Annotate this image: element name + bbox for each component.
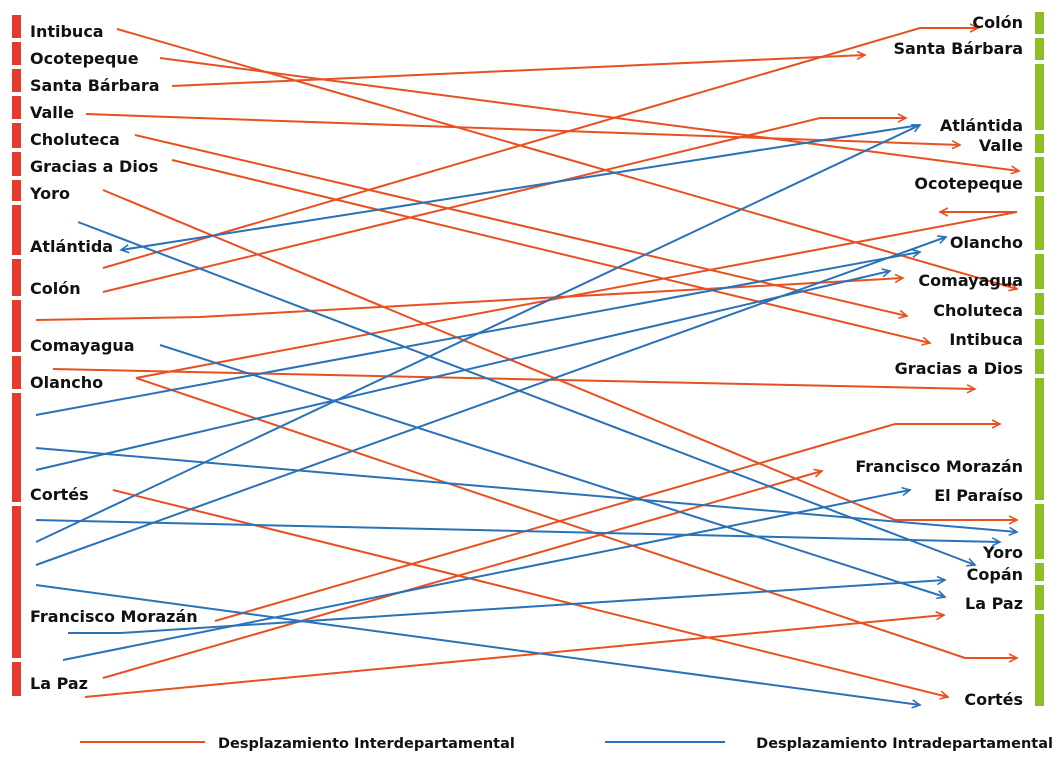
- left-label-cortes: Cortés: [30, 485, 89, 504]
- flow-intra-23: [35, 519, 1000, 542]
- left-bars: [12, 15, 21, 696]
- right-label-atlantida: Atlántida: [940, 116, 1023, 135]
- right-label-cortes: Cortés: [964, 690, 1023, 709]
- left-label-yoro: Yoro: [29, 184, 70, 203]
- right-label-choluteca: Choluteca: [933, 301, 1023, 320]
- flow-intra-27: [68, 580, 945, 634]
- flow-inter-2: [171, 55, 865, 87]
- left-labels: Intibuca Ocotepeque Santa Bárbara Valle …: [29, 22, 198, 693]
- flow-inter-5: [171, 159, 930, 343]
- left-label-gracias-a-dios: Gracias a Dios: [30, 157, 158, 176]
- left-label-la-paz: La Paz: [30, 674, 88, 693]
- right-label-francisco-morazan: Francisco Morazán: [855, 457, 1023, 476]
- left-label-valle: Valle: [30, 103, 74, 122]
- flow-intra-26: [35, 584, 920, 705]
- right-label-olancho: Olancho: [950, 233, 1023, 252]
- right-label-comayagua: Comayagua: [918, 271, 1023, 290]
- left-label-colon: Colón: [30, 279, 81, 298]
- flow-inter-7: [102, 28, 978, 269]
- left-label-atlantida: Atlántida: [30, 237, 113, 256]
- left-label-francisco-morazan: Francisco Morazán: [30, 607, 198, 626]
- right-label-colon: Colón: [972, 13, 1023, 32]
- flow-inter-10: [135, 212, 1018, 379]
- flow-intra-18: [121, 124, 921, 250]
- flow-intra-22: [35, 271, 890, 471]
- flow-inter-8: [102, 118, 906, 293]
- flow-inter-1: [159, 57, 1019, 171]
- right-label-gracias-a-dios: Gracias a Dios: [895, 359, 1023, 378]
- left-label-olancho: Olancho: [30, 373, 103, 392]
- right-bars: [1035, 12, 1044, 706]
- right-label-intibuca: Intibuca: [949, 330, 1023, 349]
- right-label-santa-barbara: Santa Bárbara: [893, 39, 1023, 58]
- left-label-intibuca: Intibuca: [30, 22, 104, 41]
- left-label-ocotepeque: Ocotepeque: [30, 49, 139, 68]
- right-labels: Colón Santa Bárbara Atlántida Valle Ocot…: [855, 13, 1023, 709]
- flow-inter-13: [112, 489, 948, 697]
- right-label-ocotepeque: Ocotepeque: [914, 174, 1023, 193]
- legend-intra-label: Desplazamiento Intradepartamental: [756, 736, 1053, 752]
- flow-intra-24: [35, 125, 920, 543]
- left-label-comayagua: Comayagua: [30, 336, 135, 355]
- flow-intra-28: [62, 490, 910, 661]
- left-label-choluteca: Choluteca: [30, 130, 120, 149]
- flow-inter-3: [85, 113, 960, 145]
- flow-inter-16: [84, 615, 944, 698]
- flow-inter-9: [35, 278, 903, 321]
- legend-inter-label: Desplazamiento Interdepartamental: [218, 736, 515, 752]
- right-label-copan: Copán: [967, 565, 1023, 584]
- flow-inter-14: [214, 424, 1000, 622]
- right-label-yoro: Yoro: [982, 543, 1023, 562]
- flow-intra-19: [159, 344, 945, 597]
- flow-intra-21: [35, 447, 1017, 532]
- flow-intra-25: [35, 237, 946, 566]
- flow-inter-12: [52, 368, 975, 389]
- flow-inter-6: [102, 189, 1017, 520]
- right-label-la-paz: La Paz: [965, 594, 1023, 613]
- legend: Desplazamiento Interdepartamental Despla…: [80, 736, 1053, 752]
- flow-intra-17: [77, 221, 975, 565]
- right-label-valle: Valle: [979, 136, 1023, 155]
- flow-inter-11: [135, 377, 1017, 658]
- right-label-el-paraiso: El Paraíso: [934, 486, 1023, 505]
- left-label-santa-barbara: Santa Bárbara: [30, 76, 160, 95]
- flow-lines: [35, 28, 1019, 705]
